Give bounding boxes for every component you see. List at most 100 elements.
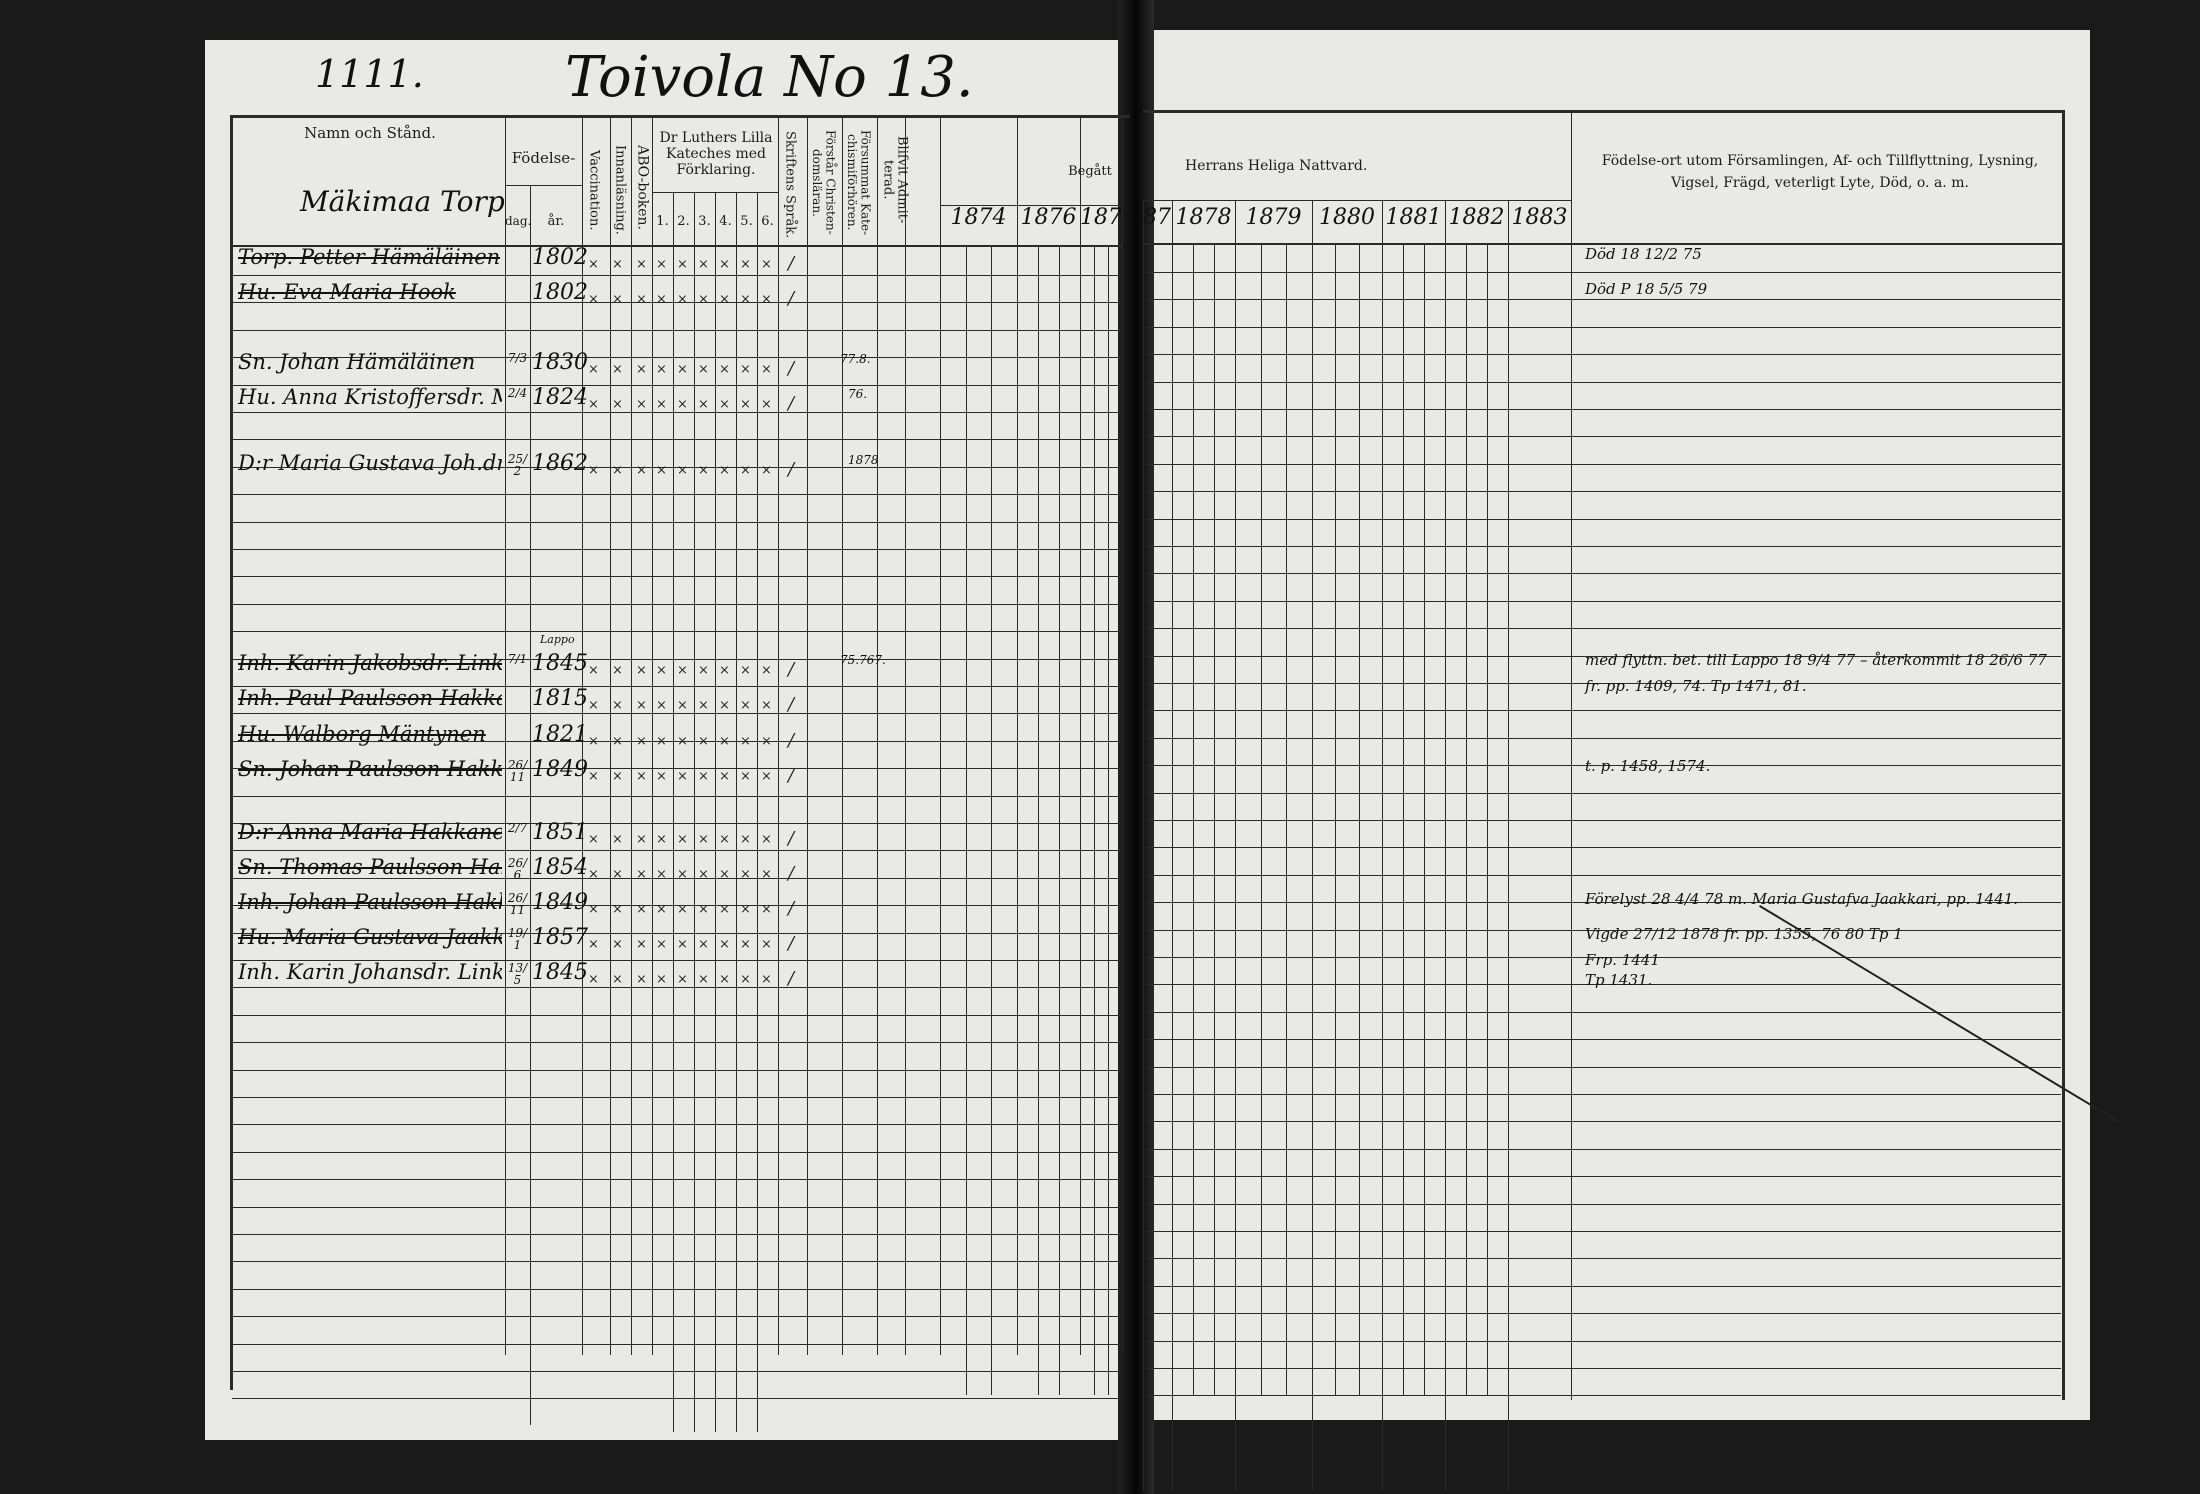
ruled-line bbox=[232, 796, 1120, 797]
ruled-line bbox=[232, 549, 1120, 550]
year-header: 1879 bbox=[1245, 205, 1302, 230]
ruled-line bbox=[1145, 984, 2061, 985]
column-rule bbox=[230, 115, 233, 1390]
year-header: 1876 bbox=[1020, 205, 1077, 230]
entry-birth-day: 2/7 bbox=[507, 821, 528, 835]
reading-mark: × bbox=[698, 362, 709, 377]
ruled-line bbox=[232, 960, 1120, 961]
entry-birthplace: Lappo bbox=[540, 633, 575, 646]
reading-mark: × bbox=[656, 832, 667, 847]
entry-birth-day: 7/3 bbox=[507, 351, 528, 365]
left-page bbox=[205, 40, 1130, 1440]
ruled-line bbox=[232, 412, 1120, 413]
reading-mark: × bbox=[636, 832, 647, 847]
reading-mark: × bbox=[656, 257, 667, 272]
entry-birth-year: 1802 bbox=[532, 245, 588, 270]
year-header: 1874 bbox=[950, 205, 1007, 230]
ruled-line bbox=[1145, 765, 2061, 766]
column-rule bbox=[715, 192, 716, 1432]
reading-mark: × bbox=[719, 867, 730, 882]
reading-mark: × bbox=[636, 937, 647, 952]
entry-birth-year: 1857 bbox=[532, 925, 588, 950]
ruled-line bbox=[1145, 710, 2061, 711]
reading-mark: × bbox=[656, 902, 667, 917]
reading-mark: × bbox=[698, 972, 709, 987]
reading-mark: × bbox=[588, 257, 599, 272]
skriftens-mark: / bbox=[788, 730, 795, 751]
reading-mark: × bbox=[761, 832, 772, 847]
ruled-line bbox=[232, 713, 1120, 714]
column-rule bbox=[530, 185, 531, 1425]
skriftens-mark: / bbox=[788, 694, 795, 715]
entry-birth-day: 2/4 bbox=[507, 386, 528, 400]
ruled-line bbox=[1145, 1286, 2061, 1287]
entry-admitted: 1878 bbox=[848, 453, 879, 467]
reading-mark: × bbox=[740, 663, 751, 678]
reading-mark: × bbox=[719, 292, 730, 307]
reading-mark: × bbox=[698, 769, 709, 784]
ruled-line bbox=[1145, 738, 2061, 739]
reading-mark: × bbox=[698, 937, 709, 952]
entry-birth-day: 13/5 bbox=[507, 961, 528, 987]
column-rule bbox=[505, 115, 506, 1355]
column-rule bbox=[631, 115, 632, 1355]
ruled-line bbox=[232, 987, 1120, 988]
entry-remark: Tp 1431. bbox=[1585, 971, 1653, 989]
reading-mark: × bbox=[677, 867, 688, 882]
reading-mark: × bbox=[719, 663, 730, 678]
subheader-rule bbox=[505, 185, 582, 186]
column-rule bbox=[842, 115, 843, 1355]
ruled-line bbox=[232, 768, 1120, 769]
reading-mark: × bbox=[612, 937, 623, 952]
ruled-line bbox=[232, 1316, 1120, 1317]
ruled-line bbox=[232, 385, 1120, 386]
ruled-line bbox=[232, 1234, 1120, 1235]
entry-name: Sn. Thomas Paulsson Hakkanen bbox=[238, 855, 502, 879]
reading-mark: × bbox=[612, 257, 623, 272]
reading-mark: × bbox=[719, 734, 730, 749]
reading-mark: × bbox=[636, 362, 647, 377]
sub-column-rule bbox=[1038, 245, 1039, 1395]
column-rule bbox=[807, 115, 808, 1355]
header-top-rule bbox=[230, 115, 1130, 118]
reading-mark: × bbox=[719, 698, 730, 713]
entry-birth-year: 1824 bbox=[532, 385, 588, 410]
column-rule bbox=[652, 115, 653, 1355]
reading-mark: × bbox=[677, 362, 688, 377]
reading-mark: × bbox=[740, 867, 751, 882]
ruled-line bbox=[232, 494, 1120, 495]
reading-mark: × bbox=[719, 397, 730, 412]
skriftens-mark: / bbox=[788, 828, 795, 849]
column-rule bbox=[1312, 200, 1313, 1490]
ruled-line bbox=[232, 330, 1120, 331]
reading-mark: × bbox=[740, 362, 751, 377]
header-forsummat: Försummat Kate-chismiförhören. bbox=[845, 129, 873, 236]
ruled-line bbox=[232, 850, 1120, 851]
ruled-line bbox=[232, 439, 1120, 440]
reading-mark: × bbox=[677, 902, 688, 917]
column-rule bbox=[610, 115, 611, 1355]
reading-mark: × bbox=[761, 257, 772, 272]
reading-mark: × bbox=[656, 362, 667, 377]
entry-name: Sn. Johan Paulsson Hakkanen bbox=[238, 757, 502, 781]
entry-birth-year: 1845 bbox=[532, 651, 588, 676]
reading-mark: × bbox=[719, 769, 730, 784]
reading-mark: × bbox=[656, 972, 667, 987]
ruled-line bbox=[1145, 1258, 2061, 1259]
entry-admitted: 75.767. bbox=[840, 653, 886, 667]
year-header: 1882 bbox=[1448, 205, 1505, 230]
skriftens-mark: / bbox=[788, 358, 795, 379]
ruled-line bbox=[232, 1124, 1120, 1125]
reading-mark: × bbox=[761, 972, 772, 987]
luther-part-label: 2. bbox=[677, 214, 690, 229]
ruled-line bbox=[232, 604, 1120, 605]
reading-mark: × bbox=[677, 292, 688, 307]
reading-mark: × bbox=[761, 663, 772, 678]
entry-name: D:r Anna Maria Hakkanen bbox=[238, 820, 502, 844]
skriftens-mark: / bbox=[788, 459, 795, 480]
header-remarks: Födelse-ort utom Församlingen, Af- och T… bbox=[1601, 153, 2039, 192]
ruled-line bbox=[1145, 628, 2061, 629]
reading-mark: × bbox=[677, 663, 688, 678]
ruled-line bbox=[1145, 464, 2061, 465]
reading-mark: × bbox=[636, 463, 647, 478]
